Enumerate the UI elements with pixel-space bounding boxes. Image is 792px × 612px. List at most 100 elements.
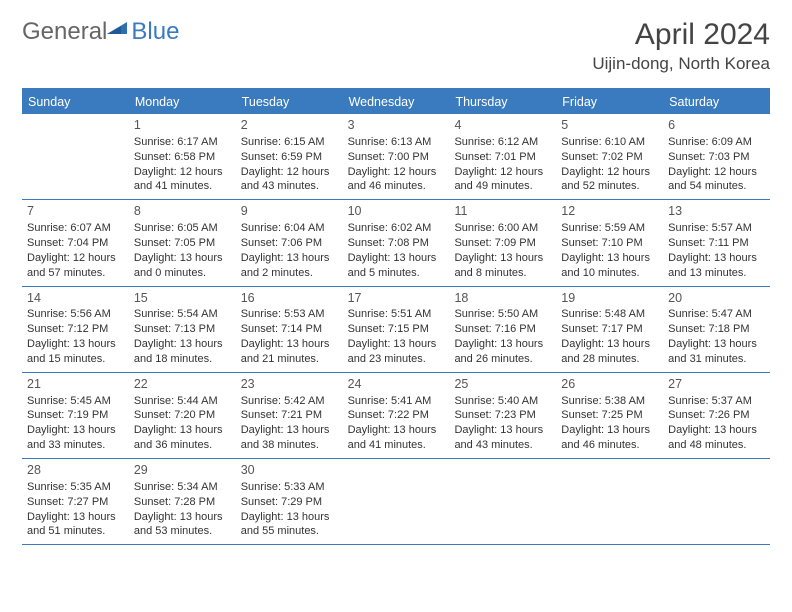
sunset-text: Sunset: 7:27 PM bbox=[27, 495, 124, 510]
daylight-line1: Daylight: 12 hours bbox=[134, 165, 231, 180]
daylight-line1: Daylight: 12 hours bbox=[241, 165, 338, 180]
sunrise-text: Sunrise: 5:51 AM bbox=[348, 307, 445, 322]
sunset-text: Sunset: 7:26 PM bbox=[668, 408, 765, 423]
daylight-line2: and 38 minutes. bbox=[241, 438, 338, 453]
daylight-line1: Daylight: 12 hours bbox=[454, 165, 551, 180]
weekday-header: Sunday bbox=[22, 90, 129, 114]
day-number: 28 bbox=[27, 462, 124, 479]
daylight-line2: and 0 minutes. bbox=[134, 266, 231, 281]
day-cell: 2Sunrise: 6:15 AMSunset: 6:59 PMDaylight… bbox=[236, 114, 343, 199]
daylight-line2: and 5 minutes. bbox=[348, 266, 445, 281]
daylight-line2: and 46 minutes. bbox=[348, 179, 445, 194]
day-number: 1 bbox=[134, 117, 231, 134]
daylight-line2: and 13 minutes. bbox=[668, 266, 765, 281]
sunset-text: Sunset: 7:08 PM bbox=[348, 236, 445, 251]
day-cell-empty bbox=[449, 459, 556, 544]
location-label: Uijin-dong, North Korea bbox=[592, 54, 770, 74]
day-cell: 19Sunrise: 5:48 AMSunset: 7:17 PMDayligh… bbox=[556, 287, 663, 372]
daylight-line2: and 28 minutes. bbox=[561, 352, 658, 367]
daylight-line1: Daylight: 13 hours bbox=[134, 423, 231, 438]
day-cell: 11Sunrise: 6:00 AMSunset: 7:09 PMDayligh… bbox=[449, 200, 556, 285]
sunrise-text: Sunrise: 6:04 AM bbox=[241, 221, 338, 236]
daylight-line1: Daylight: 13 hours bbox=[134, 251, 231, 266]
day-number: 3 bbox=[348, 117, 445, 134]
day-cell: 1Sunrise: 6:17 AMSunset: 6:58 PMDaylight… bbox=[129, 114, 236, 199]
day-cell: 3Sunrise: 6:13 AMSunset: 7:00 PMDaylight… bbox=[343, 114, 450, 199]
sunset-text: Sunset: 7:23 PM bbox=[454, 408, 551, 423]
sunset-text: Sunset: 7:04 PM bbox=[27, 236, 124, 251]
daylight-line2: and 43 minutes. bbox=[454, 438, 551, 453]
day-number: 12 bbox=[561, 203, 658, 220]
daylight-line2: and 54 minutes. bbox=[668, 179, 765, 194]
daylight-line1: Daylight: 13 hours bbox=[241, 423, 338, 438]
day-number: 27 bbox=[668, 376, 765, 393]
daylight-line2: and 10 minutes. bbox=[561, 266, 658, 281]
brand-logo: General Blue bbox=[22, 18, 179, 46]
sunset-text: Sunset: 7:02 PM bbox=[561, 150, 658, 165]
day-cell-empty bbox=[343, 459, 450, 544]
daylight-line2: and 36 minutes. bbox=[134, 438, 231, 453]
weekday-header-row: SundayMondayTuesdayWednesdayThursdayFrid… bbox=[22, 90, 770, 114]
day-cell: 21Sunrise: 5:45 AMSunset: 7:19 PMDayligh… bbox=[22, 373, 129, 458]
day-cell: 20Sunrise: 5:47 AMSunset: 7:18 PMDayligh… bbox=[663, 287, 770, 372]
weekday-header: Saturday bbox=[663, 90, 770, 114]
week-row: 14Sunrise: 5:56 AMSunset: 7:12 PMDayligh… bbox=[22, 287, 770, 373]
daylight-line2: and 23 minutes. bbox=[348, 352, 445, 367]
daylight-line1: Daylight: 13 hours bbox=[454, 337, 551, 352]
sunrise-text: Sunrise: 5:54 AM bbox=[134, 307, 231, 322]
sunset-text: Sunset: 7:11 PM bbox=[668, 236, 765, 251]
day-cell: 13Sunrise: 5:57 AMSunset: 7:11 PMDayligh… bbox=[663, 200, 770, 285]
daylight-line1: Daylight: 13 hours bbox=[27, 510, 124, 525]
day-cell: 4Sunrise: 6:12 AMSunset: 7:01 PMDaylight… bbox=[449, 114, 556, 199]
day-cell: 14Sunrise: 5:56 AMSunset: 7:12 PMDayligh… bbox=[22, 287, 129, 372]
day-number: 25 bbox=[454, 376, 551, 393]
daylight-line2: and 53 minutes. bbox=[134, 524, 231, 539]
daylight-line2: and 41 minutes. bbox=[134, 179, 231, 194]
sunset-text: Sunset: 7:29 PM bbox=[241, 495, 338, 510]
sunset-text: Sunset: 7:25 PM bbox=[561, 408, 658, 423]
day-cell: 22Sunrise: 5:44 AMSunset: 7:20 PMDayligh… bbox=[129, 373, 236, 458]
daylight-line2: and 43 minutes. bbox=[241, 179, 338, 194]
day-cell: 24Sunrise: 5:41 AMSunset: 7:22 PMDayligh… bbox=[343, 373, 450, 458]
title-block: April 2024 Uijin-dong, North Korea bbox=[592, 18, 770, 74]
sunrise-text: Sunrise: 5:45 AM bbox=[27, 394, 124, 409]
daylight-line2: and 33 minutes. bbox=[27, 438, 124, 453]
daylight-line1: Daylight: 13 hours bbox=[561, 251, 658, 266]
sunrise-text: Sunrise: 5:59 AM bbox=[561, 221, 658, 236]
weekday-header: Tuesday bbox=[236, 90, 343, 114]
day-cell: 8Sunrise: 6:05 AMSunset: 7:05 PMDaylight… bbox=[129, 200, 236, 285]
daylight-line1: Daylight: 13 hours bbox=[348, 337, 445, 352]
sunrise-text: Sunrise: 5:56 AM bbox=[27, 307, 124, 322]
calendar-grid: SundayMondayTuesdayWednesdayThursdayFrid… bbox=[22, 88, 770, 545]
sunset-text: Sunset: 7:01 PM bbox=[454, 150, 551, 165]
day-number: 21 bbox=[27, 376, 124, 393]
daylight-line1: Daylight: 13 hours bbox=[27, 423, 124, 438]
page-header: General Blue April 2024 Uijin-dong, Nort… bbox=[22, 18, 770, 74]
sunset-text: Sunset: 7:22 PM bbox=[348, 408, 445, 423]
day-number: 2 bbox=[241, 117, 338, 134]
daylight-line2: and 55 minutes. bbox=[241, 524, 338, 539]
daylight-line2: and 31 minutes. bbox=[668, 352, 765, 367]
daylight-line1: Daylight: 13 hours bbox=[241, 510, 338, 525]
daylight-line2: and 8 minutes. bbox=[454, 266, 551, 281]
day-number: 6 bbox=[668, 117, 765, 134]
day-cell: 27Sunrise: 5:37 AMSunset: 7:26 PMDayligh… bbox=[663, 373, 770, 458]
day-cell-empty bbox=[556, 459, 663, 544]
sunset-text: Sunset: 7:12 PM bbox=[27, 322, 124, 337]
daylight-line1: Daylight: 13 hours bbox=[668, 337, 765, 352]
daylight-line1: Daylight: 13 hours bbox=[668, 423, 765, 438]
weekday-header: Thursday bbox=[449, 90, 556, 114]
day-number: 17 bbox=[348, 290, 445, 307]
sunset-text: Sunset: 7:14 PM bbox=[241, 322, 338, 337]
day-number: 30 bbox=[241, 462, 338, 479]
sunset-text: Sunset: 7:03 PM bbox=[668, 150, 765, 165]
sunset-text: Sunset: 7:10 PM bbox=[561, 236, 658, 251]
weekday-header: Monday bbox=[129, 90, 236, 114]
day-number: 29 bbox=[134, 462, 231, 479]
daylight-line2: and 49 minutes. bbox=[454, 179, 551, 194]
daylight-line2: and 18 minutes. bbox=[134, 352, 231, 367]
sunrise-text: Sunrise: 5:48 AM bbox=[561, 307, 658, 322]
day-number: 11 bbox=[454, 203, 551, 220]
day-cell: 26Sunrise: 5:38 AMSunset: 7:25 PMDayligh… bbox=[556, 373, 663, 458]
day-cell: 29Sunrise: 5:34 AMSunset: 7:28 PMDayligh… bbox=[129, 459, 236, 544]
